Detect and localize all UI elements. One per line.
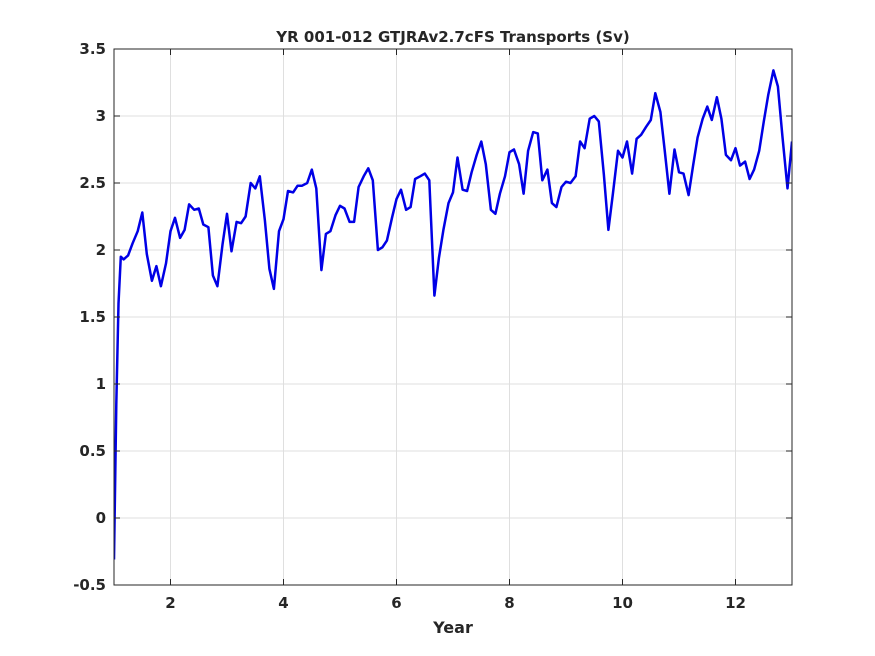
- y-tick-label: 2.5: [79, 174, 106, 192]
- y-tick-label: 0: [96, 509, 106, 527]
- x-axis-label: Year: [432, 618, 473, 637]
- y-tick-label: 2: [96, 241, 106, 259]
- y-tick-label: -0.5: [73, 576, 106, 594]
- x-tick-label: 2: [165, 594, 175, 612]
- x-tick-label: 12: [725, 594, 746, 612]
- x-tick-labels: 2 4 6 8 10 12: [165, 594, 746, 612]
- y-tick-label: 0.5: [79, 442, 106, 460]
- x-tick-label: 6: [391, 594, 401, 612]
- tick-marks: [114, 48, 792, 586]
- x-tick-label: 4: [278, 594, 288, 612]
- y-tick-labels: -0.5 0 0.5 1 1.5 2 2.5 3 3.5: [73, 40, 106, 594]
- chart-title: YR 001-012 GTJRAv2.7cFS Transports (Sv): [275, 28, 629, 46]
- y-tick-label: 1.5: [79, 308, 106, 326]
- y-tick-label: 1: [96, 375, 106, 393]
- x-tick-label: 8: [504, 594, 514, 612]
- y-tick-label: 3: [96, 107, 106, 125]
- x-tick-label: 10: [612, 594, 633, 612]
- y-tick-label: 3.5: [79, 40, 106, 58]
